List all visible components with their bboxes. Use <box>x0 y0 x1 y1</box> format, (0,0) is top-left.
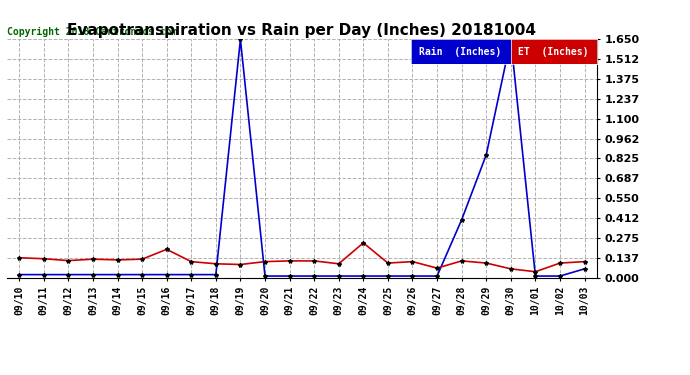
Text: ET  (Inches): ET (Inches) <box>518 46 589 57</box>
Text: Copyright 2018 Cartronics.com: Copyright 2018 Cartronics.com <box>7 27 177 37</box>
Text: Rain  (Inches): Rain (Inches) <box>420 46 502 57</box>
Title: Evapotranspiration vs Rain per Day (Inches) 20181004: Evapotranspiration vs Rain per Day (Inch… <box>68 23 536 38</box>
